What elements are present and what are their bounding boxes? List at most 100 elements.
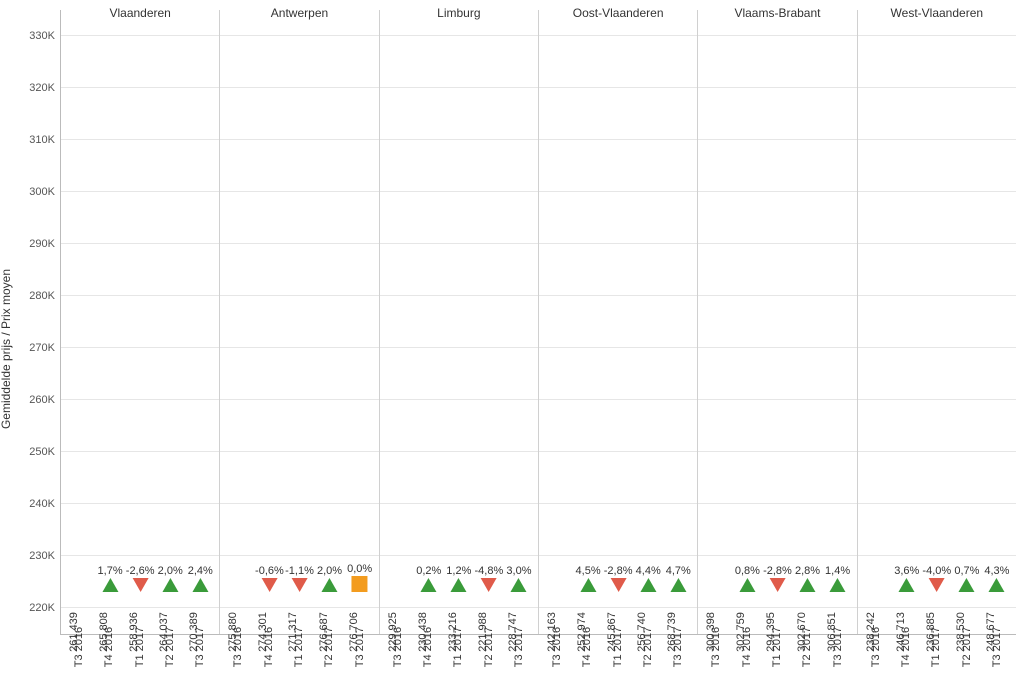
bar-value-label: 233.216 (447, 612, 459, 652)
bar-value-label: 258.936 (128, 612, 140, 652)
pct-change-label: 2,0% (158, 565, 183, 577)
pct-change-marker: 0,0% (347, 563, 372, 592)
pct-change-marker: 1,2% (446, 565, 471, 592)
bar-group: 238.242246.7133,6%236.885-4,0%238.5300,7… (858, 10, 1016, 634)
y-tick-label: 270K (29, 342, 55, 354)
y-tick-label: 280K (29, 290, 55, 302)
pct-change-label: 0,8% (735, 565, 760, 577)
bar-value-label: 229.925 (387, 612, 399, 652)
pct-change-marker: 4,5% (576, 565, 601, 592)
y-tick-label: 250K (29, 446, 55, 458)
bar-value-label: 238.242 (865, 612, 877, 652)
triangle-down-icon (132, 578, 148, 592)
triangle-up-icon (580, 578, 596, 592)
bar-value-label: 274.301 (257, 612, 269, 652)
y-tick-label: 290K (29, 238, 55, 250)
bar-value-label: 228.747 (507, 612, 519, 652)
pct-change-marker: 2,8% (795, 565, 820, 592)
pct-change-label: -4,0% (922, 565, 951, 577)
panel-title: Vlaanderen (61, 6, 219, 20)
bar-value-label: 271.317 (287, 612, 299, 652)
bar-value-label: 276.687 (318, 612, 330, 652)
pct-change-marker: 2,4% (188, 565, 213, 592)
pct-change-label: -2,8% (763, 565, 792, 577)
bar-value-label: 302.759 (735, 612, 747, 652)
bar-group: 242.163252.9744,5%245.867-2,8%256.7404,4… (539, 10, 697, 634)
pct-change-marker: 4,3% (984, 565, 1009, 592)
pct-change-marker: 4,4% (636, 565, 661, 592)
triangle-up-icon (421, 578, 437, 592)
bar-group: 275.880274.301-0,6%271.317-1,1%276.6872,… (220, 10, 378, 634)
pct-change-label: 0,2% (416, 565, 441, 577)
y-tick-label: 300K (29, 186, 55, 198)
bar-value-label: 261.439 (68, 612, 80, 652)
bar-value-label: 246.713 (895, 612, 907, 652)
y-tick-label: 240K (29, 498, 55, 510)
panel-title: West-Vlaanderen (858, 6, 1016, 20)
triangle-up-icon (162, 578, 178, 592)
chart-panel: Antwerpen275.880274.301-0,6%271.317-1,1%… (220, 10, 379, 634)
chart-panel: Limburg229.925230.4380,2%233.2161,2%221.… (380, 10, 539, 634)
pct-change-label: 1,2% (446, 565, 471, 577)
triangle-down-icon (769, 578, 785, 592)
y-tick-label: 220K (29, 602, 55, 614)
pct-change-label: -4,8% (475, 565, 504, 577)
panel-title: Limburg (380, 6, 538, 20)
bar-value-label: 248.677 (985, 612, 997, 652)
pct-change-marker: 3,0% (506, 565, 531, 592)
pct-change-marker: 2,0% (158, 565, 183, 592)
triangle-up-icon (670, 578, 686, 592)
pct-change-label: 1,4% (825, 565, 850, 577)
pct-change-marker: 1,7% (98, 565, 123, 592)
pct-change-marker: -1,1% (285, 565, 314, 592)
bar-value-label: 306.851 (826, 612, 838, 652)
pct-change-label: 4,3% (984, 565, 1009, 577)
pct-change-marker: 0,7% (954, 565, 979, 592)
bar-value-label: 268.739 (666, 612, 678, 652)
y-tick-label: 320K (29, 82, 55, 94)
y-tick-label: 330K (29, 30, 55, 42)
triangle-down-icon (481, 578, 497, 592)
y-tick-label: 260K (29, 394, 55, 406)
triangle-up-icon (511, 578, 527, 592)
pct-change-label: 2,8% (795, 565, 820, 577)
pct-change-label: 3,0% (506, 565, 531, 577)
pct-change-marker: 1,4% (825, 565, 850, 592)
price-bar-chart: Gemiddelde prijs / Prix moyen Vlaanderen… (0, 0, 1024, 697)
bar-value-label: 256.740 (636, 612, 648, 652)
bar-value-label: 236.885 (925, 612, 937, 652)
triangle-up-icon (899, 578, 915, 592)
pct-change-marker: -2,6% (126, 565, 155, 592)
triangle-up-icon (192, 578, 208, 592)
pct-change-label: -0,6% (255, 565, 284, 577)
bar-value-label: 270.389 (188, 612, 200, 652)
triangle-up-icon (959, 578, 975, 592)
chart-panel: Vlaanderen261.439265.8081,7%258.936-2,6%… (61, 10, 220, 634)
bar-value-label: 275.880 (227, 612, 239, 652)
panel-title: Vlaams-Brabant (698, 6, 856, 20)
pct-change-marker: 0,2% (416, 565, 441, 592)
triangle-up-icon (800, 578, 816, 592)
pct-change-label: 0,0% (347, 563, 372, 575)
triangle-up-icon (102, 578, 118, 592)
triangle-down-icon (261, 578, 277, 592)
chart-panel: Oost-Vlaanderen242.163252.9744,5%245.867… (539, 10, 698, 634)
bar-value-label: 230.438 (417, 612, 429, 652)
pct-change-label: 2,4% (188, 565, 213, 577)
bar-value-label: 238.530 (955, 612, 967, 652)
y-axis-title: Gemiddelde prijs / Prix moyen (0, 268, 13, 428)
pct-change-marker: 4,7% (666, 565, 691, 592)
y-tick-label: 310K (29, 134, 55, 146)
pct-change-label: 3,6% (894, 565, 919, 577)
panel-title: Oost-Vlaanderen (539, 6, 697, 20)
bar-group: 229.925230.4380,2%233.2161,2%221.988-4,8… (380, 10, 538, 634)
bar-value-label: 302.670 (796, 612, 808, 652)
bar-value-label: 264.037 (158, 612, 170, 652)
bar-value-label: 265.808 (98, 612, 110, 652)
square-icon (352, 576, 368, 592)
bar-group: 300.398302.7590,8%294.395-2,8%302.6702,8… (698, 10, 856, 634)
plot-area: Vlaanderen261.439265.8081,7%258.936-2,6%… (60, 10, 1016, 635)
pct-change-marker: -2,8% (763, 565, 792, 592)
triangle-up-icon (739, 578, 755, 592)
pct-change-marker: 3,6% (894, 565, 919, 592)
